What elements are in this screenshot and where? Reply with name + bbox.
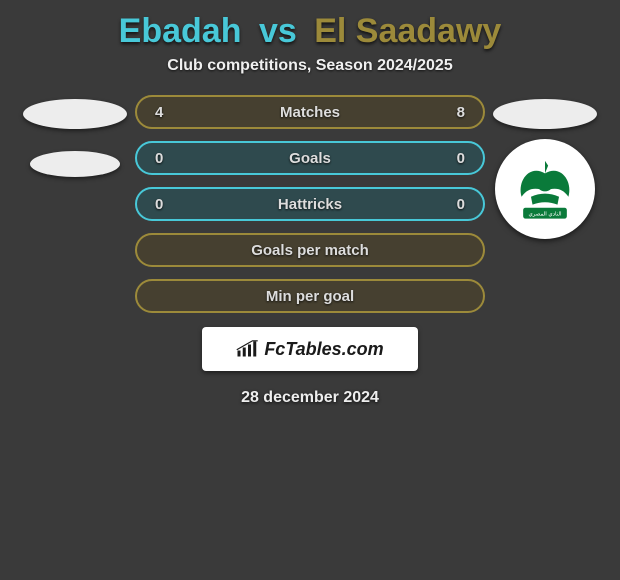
stat-left-value: 0 xyxy=(155,150,163,167)
stat-pill-goals-per-match: Goals per match xyxy=(135,233,485,267)
stat-label: Min per goal xyxy=(266,288,354,305)
right-badge-column: النادي المصري xyxy=(485,95,605,313)
right-club-badge: النادي المصري xyxy=(495,139,595,239)
right-placeholder-oval xyxy=(493,99,597,129)
stat-pill-hattricks: 0 Hattricks 0 xyxy=(135,187,485,221)
stat-label: Hattricks xyxy=(278,196,342,213)
bar-chart-icon xyxy=(236,340,260,358)
date-text: 28 december 2024 xyxy=(0,389,620,407)
left-badge-column xyxy=(15,95,135,313)
stat-label: Matches xyxy=(280,104,340,121)
stat-pill-column: 4 Matches 8 0 Goals 0 0 Hattricks 0 Goals per mat… xyxy=(135,95,485,313)
eagle-crest-icon: النادي المصري xyxy=(506,150,584,228)
stat-label: Goals xyxy=(289,150,331,167)
stat-right-value: 0 xyxy=(457,196,465,213)
ribbon-text: النادي المصري xyxy=(528,212,561,218)
subtitle: Club competitions, Season 2024/2025 xyxy=(0,57,620,75)
stat-pill-matches: 4 Matches 8 xyxy=(135,95,485,129)
comparison-title: Ebadah vs El Saadawy xyxy=(0,0,620,57)
stat-label: Goals per match xyxy=(251,242,369,259)
stat-right-value: 0 xyxy=(457,150,465,167)
stat-left-value: 4 xyxy=(155,104,163,121)
fctables-watermark: FcTables.com xyxy=(202,327,418,371)
stat-right-value: 8 xyxy=(457,104,465,121)
stat-pill-min-per-goal: Min per goal xyxy=(135,279,485,313)
watermark-text: FcTables.com xyxy=(264,339,383,360)
left-placeholder-oval-2 xyxy=(30,151,120,177)
stat-left-value: 0 xyxy=(155,196,163,213)
stat-pill-goals: 0 Goals 0 xyxy=(135,141,485,175)
left-placeholder-oval-1 xyxy=(23,99,127,129)
vs-word: vs xyxy=(259,12,297,50)
player2-name: El Saadawy xyxy=(314,12,501,50)
stats-area: 4 Matches 8 0 Goals 0 0 Hattricks 0 Goals per mat… xyxy=(0,95,620,313)
player1-name: Ebadah xyxy=(119,12,242,50)
